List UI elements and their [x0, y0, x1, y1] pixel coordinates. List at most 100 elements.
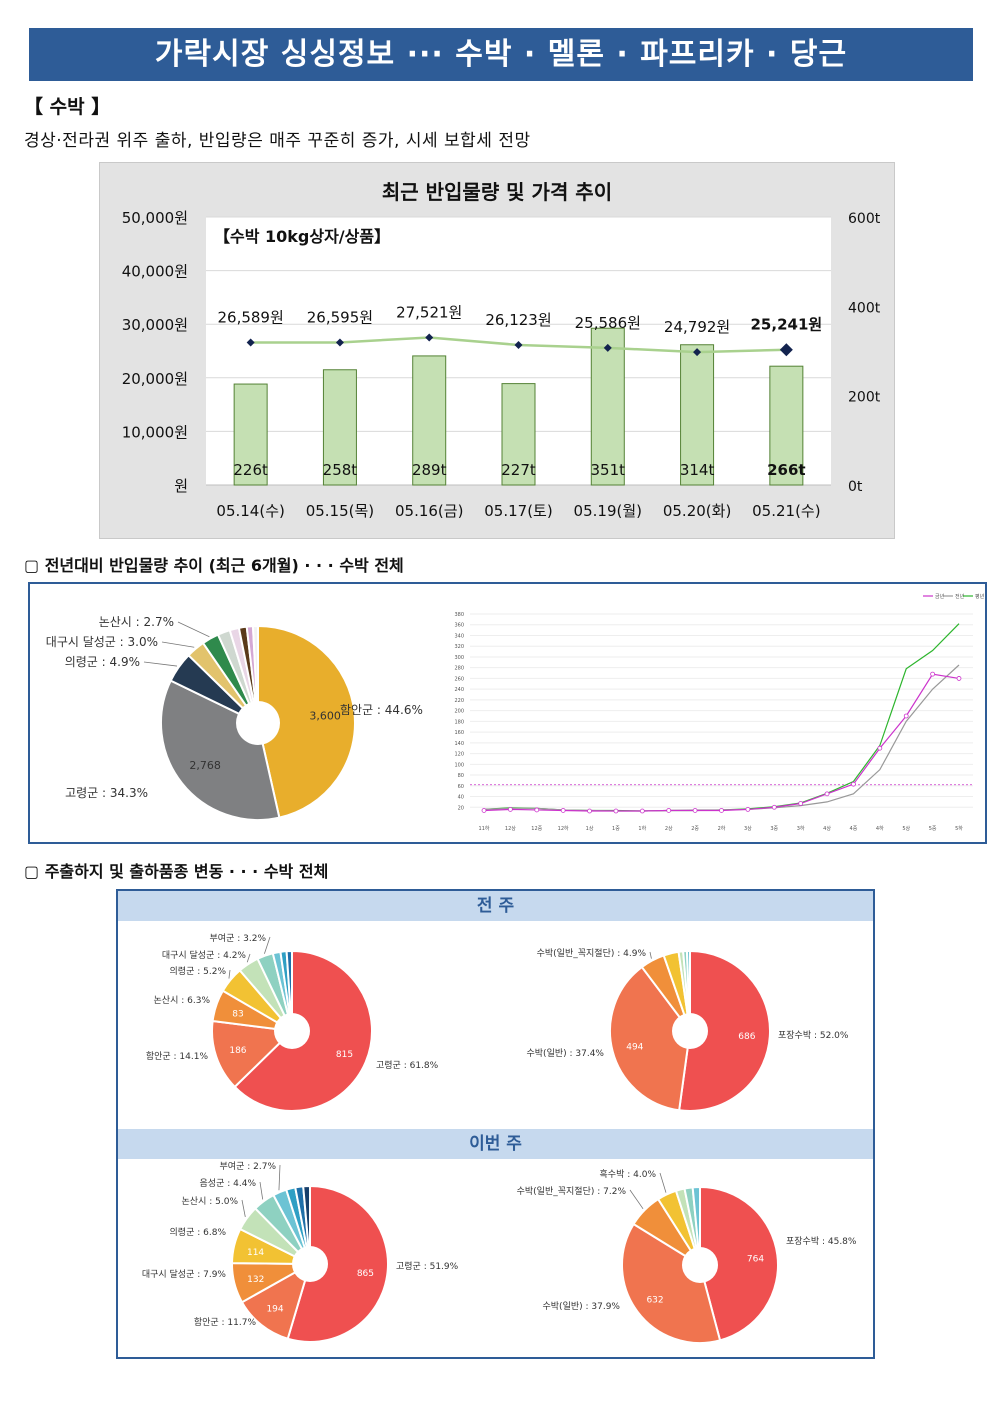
x-tick-label: 05.17(토) [484, 502, 552, 520]
series-point [639, 808, 645, 814]
pie-slice-label: 논산시 : 2.7% [99, 615, 174, 629]
leader-line [629, 1189, 644, 1210]
series-point [745, 807, 751, 812]
x-tick-label: 05.21(수) [752, 502, 820, 520]
pie-slice [160, 679, 281, 821]
volume-label: 226t [233, 461, 268, 479]
yoy-volume-line-chart: 20 40 60 80 100 120 140 160 180 200 220 240 260 280 30… [454, 593, 985, 832]
price-point [335, 338, 344, 347]
pie-center-hole [236, 701, 280, 745]
x-tick-label: 2상 [665, 825, 673, 832]
pie-slice [251, 624, 259, 724]
y-tick-label: 320 [454, 644, 464, 650]
price-point [425, 333, 434, 342]
x-tick-label: 05.15(목) [306, 502, 374, 520]
pie-slice [699, 1185, 779, 1342]
y-tick-label: 380 [454, 612, 464, 618]
volume-bar [322, 369, 357, 486]
pie-slice-label: 함안군 : 11.7% [194, 1317, 257, 1328]
x-tick-label: 4중 [850, 826, 858, 832]
pie-value-label: 2,768 [189, 759, 221, 772]
section-heading: 【 수박 】 [24, 96, 111, 118]
x-tick-label: 3중 [770, 826, 778, 832]
pie-slice-label: 수박(일반) : 37.4% [527, 1048, 605, 1059]
shipment-change-panel: 전 주 815 고령군 : 61.8% 186 함안군 : 14.1% 83 논산시 : … [116, 889, 875, 1359]
leader-line [264, 936, 271, 954]
pie-center-hole [672, 1013, 708, 1049]
series-point [481, 808, 487, 813]
this-week-variety-pie: 764 포장수박 : 45.8% 632 수박(일반) : 37.9% 수박(일반_꼭지… [517, 1168, 857, 1344]
y-left-tick-label: 10,000원 [122, 423, 188, 441]
series-point [824, 791, 830, 797]
y-tick-label: 340 [454, 633, 464, 639]
y-tick-label: 140 [454, 741, 464, 747]
pie-slice-label: 함안군 : 14.1% [146, 1051, 209, 1062]
x-tick-label: 11하 [479, 825, 490, 832]
x-tick-label: 05.16(금) [395, 502, 463, 520]
pie-slice-label: 부여군 : 2.7% [220, 1160, 277, 1172]
pie-slice [240, 1261, 312, 1340]
y-tick-label: 300 [454, 655, 464, 661]
volume-bar [769, 365, 804, 486]
series-point [771, 804, 777, 810]
x-tick-label: 05.14(수) [216, 502, 284, 520]
pie-slice-label: 논산시 : 5.0% [182, 1196, 239, 1207]
x-tick-label: 12상 [505, 825, 516, 832]
leader-line [161, 641, 195, 648]
pie-slice [285, 949, 293, 1032]
price-point [693, 348, 702, 357]
price-label: 25,586원 [575, 314, 641, 332]
x-tick-label: 4하 [876, 825, 884, 832]
series-point [719, 808, 724, 813]
x-tick-label: 1하 [638, 825, 646, 832]
y-tick-label: 180 [454, 719, 464, 725]
pie-slice-label: 부여군 : 3.2% [210, 932, 267, 944]
y-tick-label: 360 [454, 623, 464, 629]
section3-heading: ▢ 주출하지 및 출하품종 변동 · · · 수박 전체 [24, 862, 329, 881]
leader-line [177, 621, 210, 638]
prev-week-label: 전 주 [118, 891, 873, 921]
y-tick-label: 280 [454, 666, 464, 672]
y-tick-label: 80 [458, 773, 464, 779]
pie-value-label: 186 [229, 1046, 246, 1056]
price-label: 25,241원 [751, 316, 823, 334]
pie-slice [678, 949, 771, 1112]
pie-slice-label: 음성군 : 4.4% [200, 1178, 257, 1189]
pie-slice-label: 논산시 : 6.3% [154, 995, 211, 1006]
y-left-tick-label: 50,000원 [122, 209, 188, 227]
this-week-label: 이번 주 [118, 1129, 873, 1159]
pie-slice-label: 의령군 : 6.8% [170, 1226, 227, 1238]
y-tick-label: 240 [454, 687, 464, 693]
pie-center-hole [292, 1246, 328, 1282]
pie-slice-label: 대구시 달성군 : 7.9% [142, 1268, 227, 1280]
chart-title: 최근 반입물량 및 가격 추이 [382, 180, 612, 204]
y-right-tick-label: 400t [848, 300, 881, 316]
series-point [930, 671, 936, 677]
x-tick-label: 2중 [691, 826, 699, 832]
pie-value-label: 764 [747, 1255, 764, 1265]
series-point [560, 808, 566, 813]
pie-value-label: 815 [336, 1050, 353, 1060]
pie-slice-label: 포장수박 : 52.0% [778, 1030, 849, 1041]
legend-label: 금년 [935, 593, 945, 600]
pie-slice [286, 1184, 389, 1343]
legend-label: 평년 [975, 593, 985, 600]
x-tick-label: 5중 [929, 826, 937, 832]
x-tick-label: 05.19(월) [574, 502, 642, 520]
y-tick-label: 120 [454, 752, 464, 758]
page-title: 가락시장 싱싱정보 ··· 수박 · 멜론 · 파프리카 · 당근 [29, 28, 973, 81]
pie-slice-label: 고령군 : 51.9% [396, 1260, 459, 1272]
y-tick-label: 260 [454, 676, 464, 682]
pie-value-label: 686 [738, 1032, 755, 1042]
pie-slice-label: 수박(일반_꼭지절단) : 4.9% [537, 947, 647, 959]
leader-line [649, 951, 652, 959]
price-label: 26,123원 [485, 311, 551, 329]
price-label: 24,792원 [664, 318, 730, 336]
leader-line [143, 661, 178, 667]
leader-line [259, 1181, 264, 1200]
series-point [851, 781, 856, 787]
price-point [246, 338, 255, 347]
pie-slice [621, 1222, 722, 1344]
series-point [956, 676, 962, 681]
pie-value-label: 632 [646, 1295, 663, 1305]
